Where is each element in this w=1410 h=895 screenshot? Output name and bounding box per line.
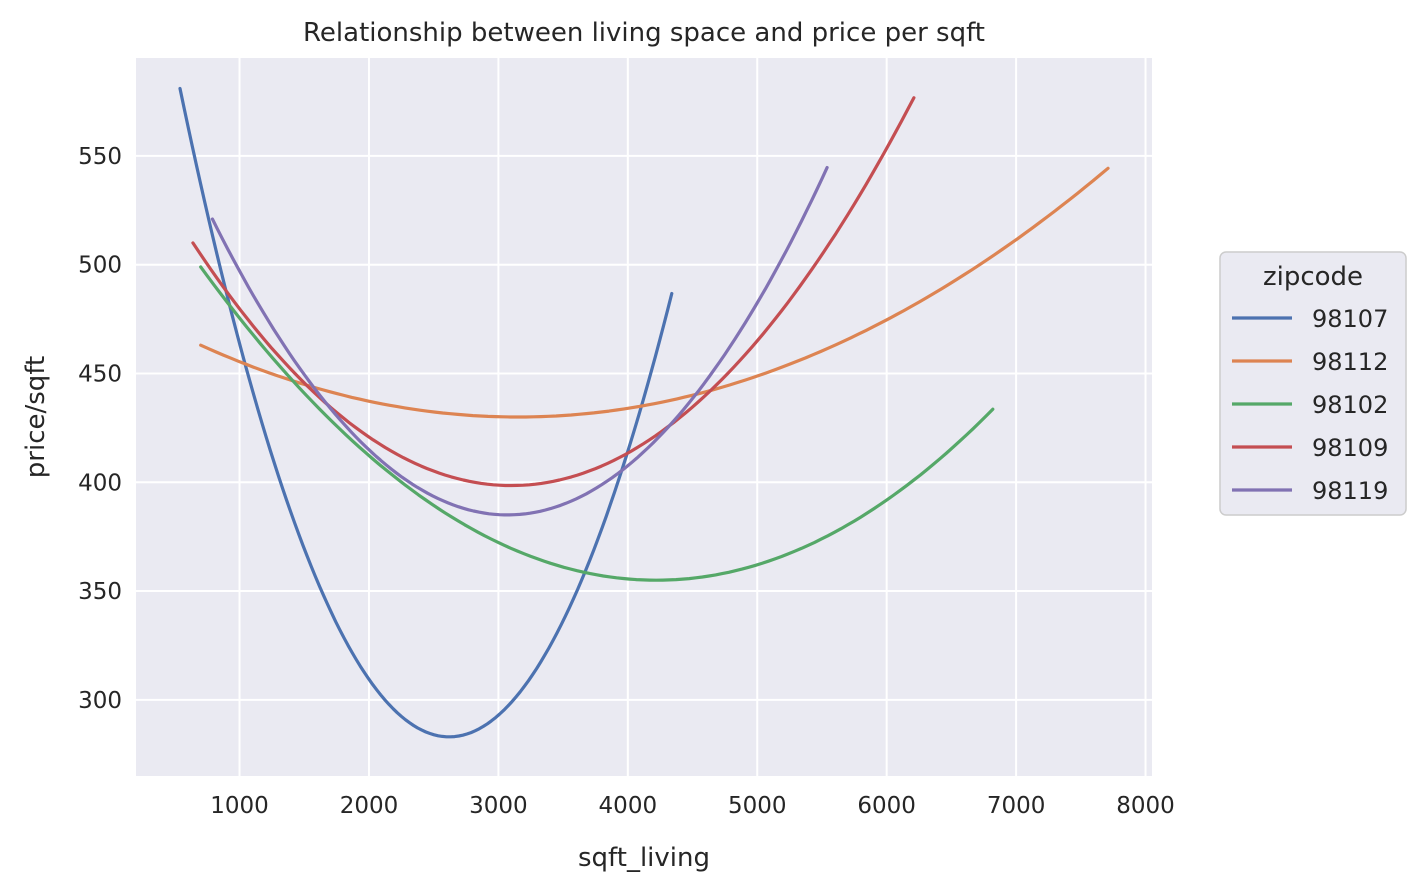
series-line-98102 — [199, 265, 995, 582]
legend-label-98112: 98112 — [1312, 348, 1388, 376]
legend-items: 98107 98112 98102 98109 98119 — [1232, 305, 1388, 505]
x-tick-label: 2000 — [340, 793, 399, 819]
x-tick-label: 1000 — [210, 793, 269, 819]
series-line-98119 — [210, 166, 829, 517]
legend-label-98102: 98102 — [1312, 391, 1388, 419]
x-tick-label: 6000 — [857, 793, 916, 819]
y-tick-label: 400 — [78, 470, 122, 496]
series-layer — [178, 86, 1110, 739]
y-tick-label: 450 — [78, 361, 122, 387]
x-tick-label: 5000 — [728, 793, 787, 819]
legend-label-98119: 98119 — [1312, 477, 1388, 505]
chart-title: Relationship between living space and pr… — [303, 18, 985, 48]
x-tick-label: 3000 — [469, 793, 528, 819]
plot-area — [136, 58, 1152, 776]
series-line-98112 — [199, 166, 1110, 419]
y-tick-label: 300 — [78, 688, 122, 714]
x-tick-label: 7000 — [987, 793, 1046, 819]
series-line-98109 — [191, 96, 916, 488]
legend: zipcode 98107 98112 98102 98109 98119 — [1219, 251, 1407, 516]
legend-title: zipcode — [1263, 262, 1363, 292]
legend-label-98107: 98107 — [1312, 305, 1388, 333]
series-line-98107 — [178, 86, 674, 739]
y-axis-label: price/sqft — [21, 356, 51, 478]
ticks: 1000 2000 3000 4000 5000 6000 7000 8000 300 350 40… — [78, 144, 1175, 819]
legend-label-98109: 98109 — [1312, 434, 1388, 462]
x-tick-label: 4000 — [599, 793, 658, 819]
y-tick-label: 550 — [78, 144, 122, 170]
y-tick-label: 350 — [78, 579, 122, 605]
x-tick-label: 8000 — [1116, 793, 1175, 819]
y-tick-label: 500 — [78, 253, 122, 279]
x-axis-label: sqft_living — [578, 843, 710, 873]
